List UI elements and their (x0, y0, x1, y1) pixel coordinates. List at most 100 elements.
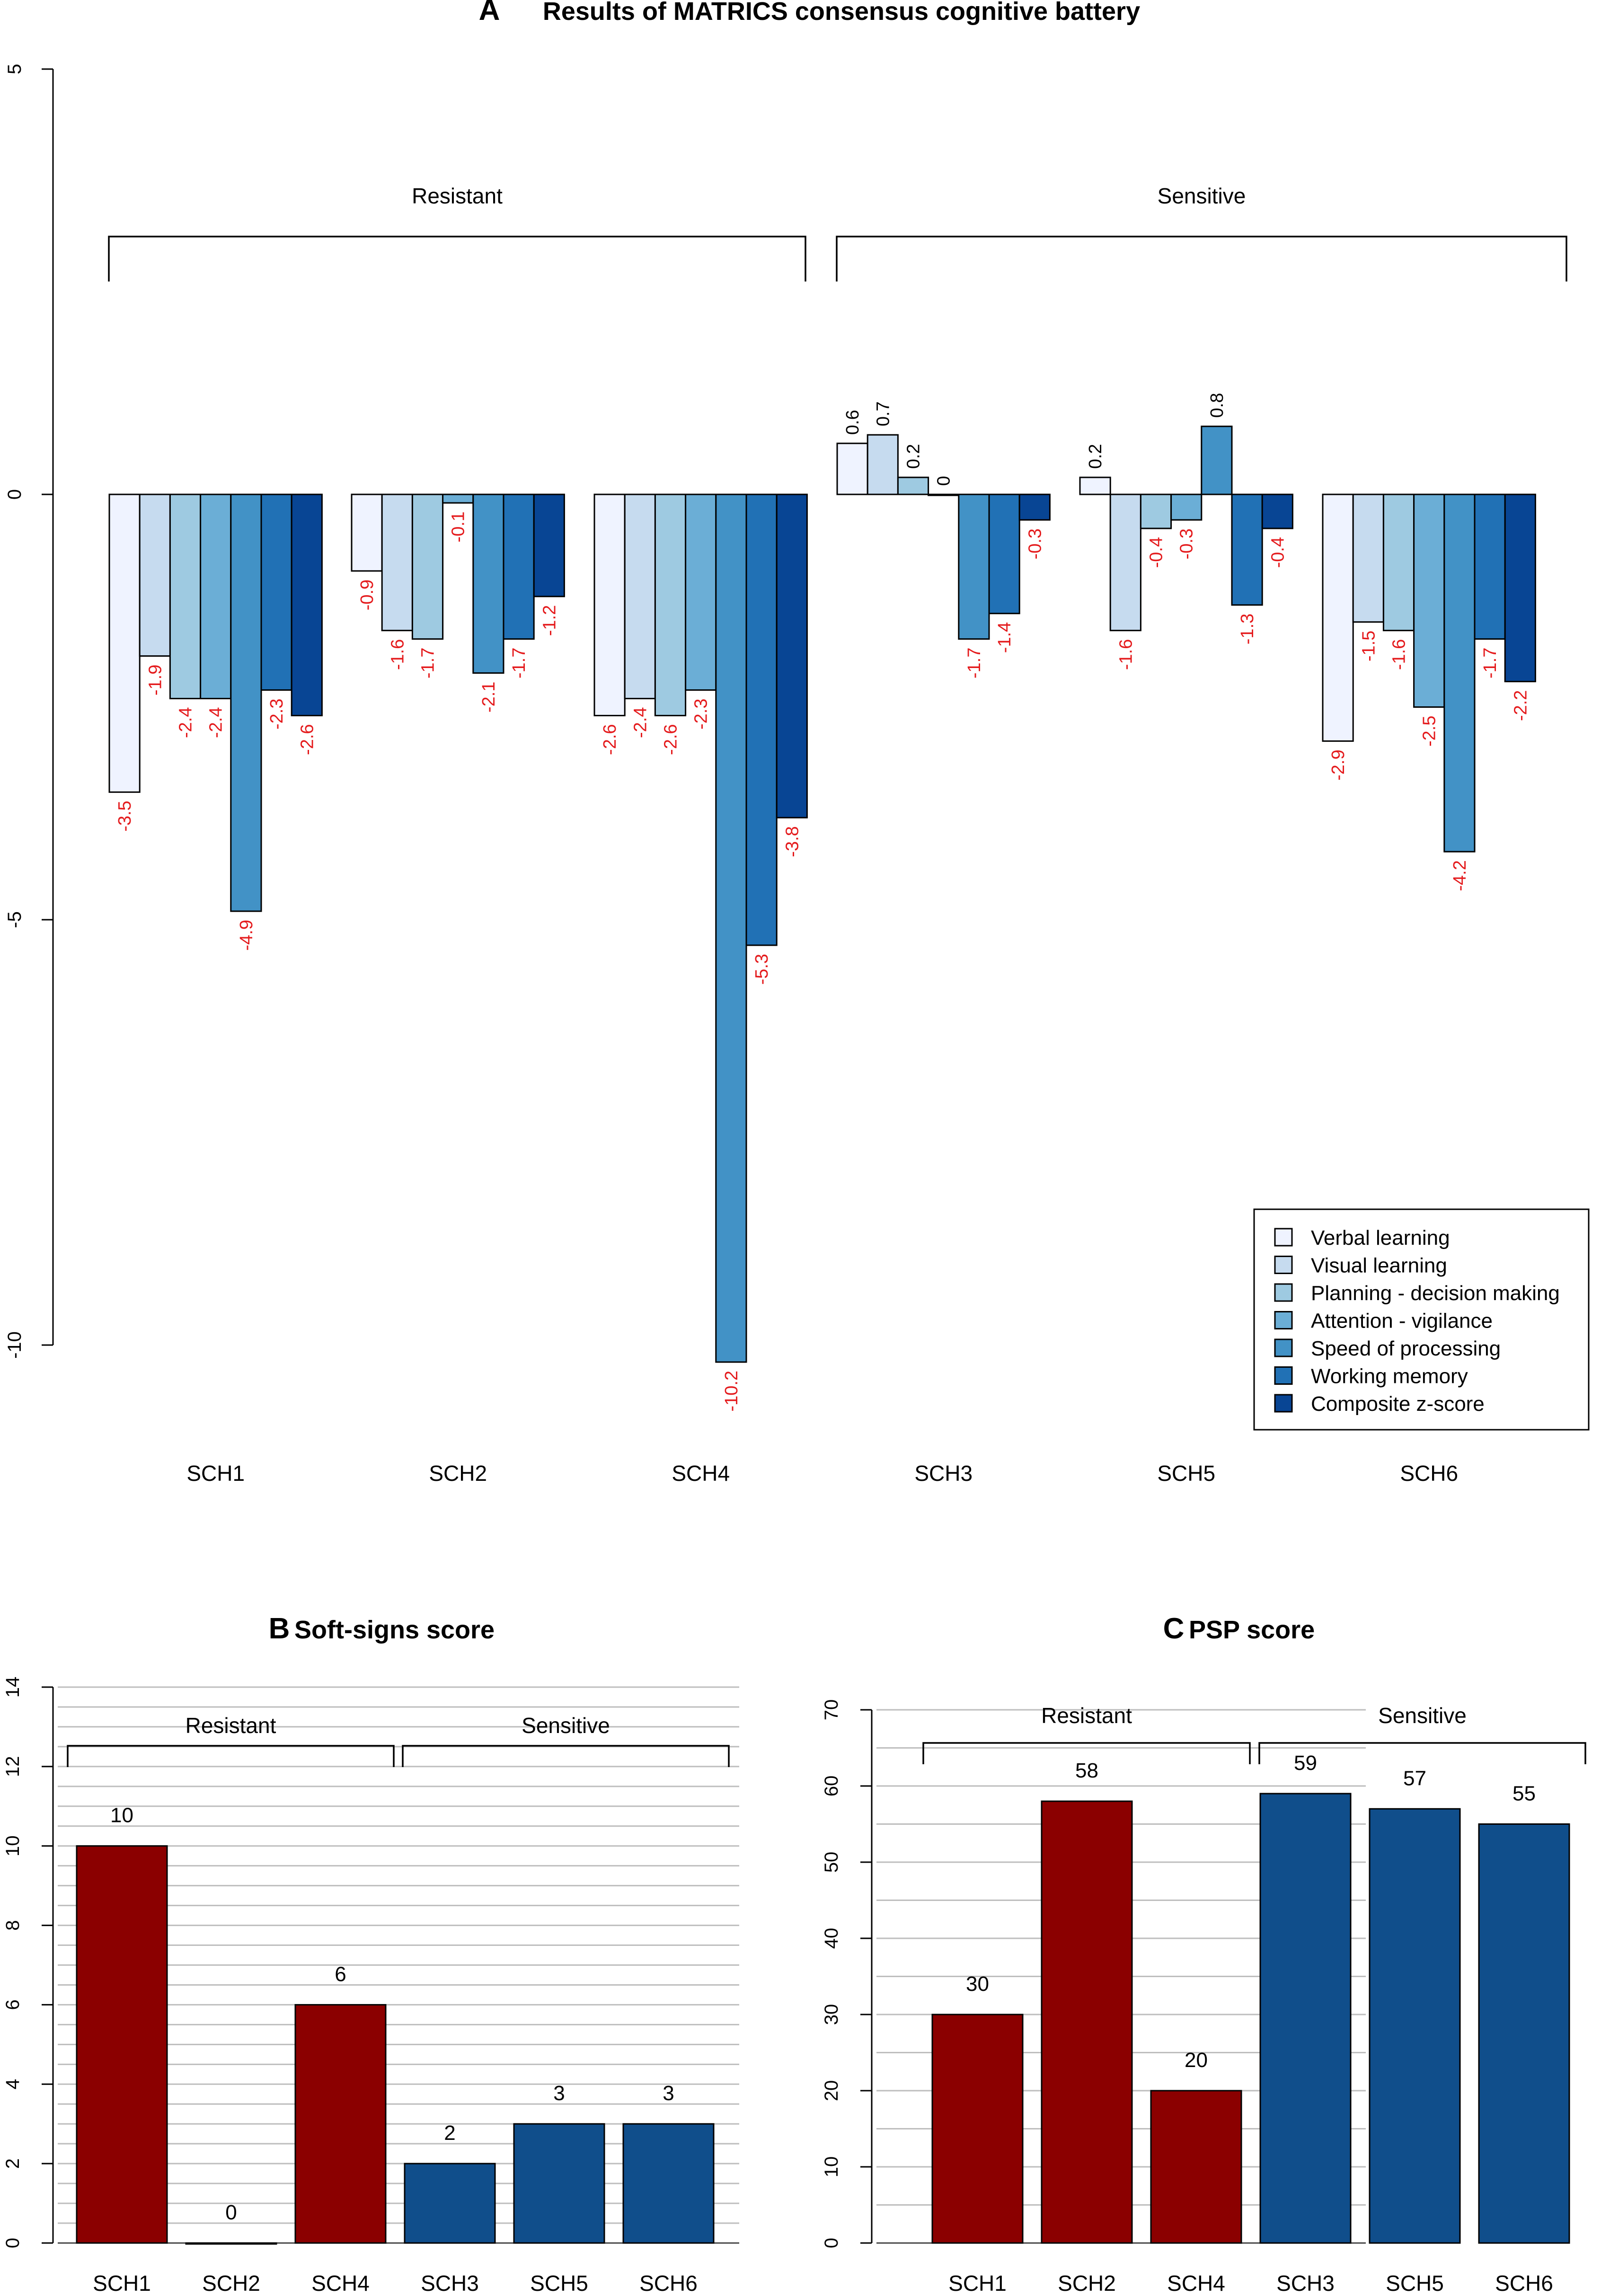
data-label: -2.4 (176, 707, 196, 738)
panel-b-title: Soft-signs score (294, 1616, 495, 1644)
category-label: SCH5 (1157, 1461, 1215, 1486)
bar (1261, 493, 1293, 529)
data-label: -2.6 (297, 724, 317, 755)
data-label: -2.3 (691, 699, 711, 730)
data-label: -1.2 (540, 605, 559, 636)
panel-c-psp-chart: C PSP score 0 10 20 30 40 50 60 70 Resistant Sensit… (821, 1612, 1586, 2296)
legend-swatch (1274, 1366, 1293, 1385)
panel-a-letter: A (479, 0, 500, 26)
y-tick-label: 14 (2, 1677, 23, 1698)
data-label: -2.9 (1328, 749, 1348, 780)
bar (1322, 493, 1354, 742)
y-tick-label: 4 (2, 2079, 23, 2089)
data-label: 0.7 (873, 401, 893, 426)
data-label: -1.7 (1480, 648, 1500, 678)
data-label: -2.1 (479, 682, 499, 713)
bar (1231, 493, 1263, 606)
data-label: -1.3 (1238, 614, 1257, 644)
bar (185, 2242, 277, 2245)
y-tick-label: -5 (4, 911, 25, 928)
bar (169, 493, 202, 700)
panel-b-soft-signs-chart: B Soft-signs score 0 2 4 6 8 10 12 14 Resistant Sen… (2, 1612, 739, 2296)
category-label: SCH2 (429, 1461, 487, 1486)
bar (76, 1845, 168, 2244)
group-bracket-resistant (67, 1745, 395, 1767)
bar (745, 493, 778, 946)
bar (294, 2004, 387, 2244)
panel-b-letter: B (269, 1612, 290, 1645)
data-label: 30 (966, 1972, 989, 1996)
category-label: SCH5 (1386, 2271, 1444, 2296)
bar (108, 493, 141, 793)
bar (1413, 493, 1445, 708)
y-tick-label: -10 (4, 1331, 25, 1359)
data-label: -0.9 (357, 580, 377, 610)
group-bracket-sensitive (402, 1745, 730, 1767)
data-label: 0.8 (1207, 393, 1227, 418)
bar (928, 493, 960, 496)
data-label: -1.9 (145, 665, 165, 695)
data-label: 0.2 (1086, 444, 1106, 469)
data-label: 20 (1185, 2049, 1208, 2072)
bar (622, 2123, 715, 2244)
bar (1140, 493, 1172, 529)
data-label: 3 (663, 2082, 674, 2105)
bar (200, 493, 232, 700)
category-label: SCH3 (914, 1461, 973, 1486)
bar (867, 434, 899, 495)
data-label: -1.6 (388, 639, 407, 670)
bar (533, 493, 565, 598)
legend-label: Composite z-score (1311, 1392, 1485, 1416)
category-label: SCH3 (1276, 2271, 1335, 2296)
data-label: -3.8 (782, 826, 802, 857)
data-label: -1.7 (964, 648, 984, 678)
group-label-sensitive: Sensitive (522, 1713, 610, 1738)
bar (1201, 425, 1233, 495)
data-label: 57 (1403, 1767, 1426, 1790)
data-label: -4.2 (1450, 860, 1470, 891)
bar (351, 493, 383, 572)
bar (1170, 493, 1203, 521)
category-label: SCH2 (202, 2271, 260, 2296)
group-bracket-resistant (108, 236, 806, 282)
y-tick-label: 5 (4, 64, 25, 74)
y-tick-label: 2 (2, 2158, 23, 2169)
legend-label: Speed of processing (1311, 1337, 1501, 1360)
bar (988, 493, 1020, 615)
bar (1352, 493, 1384, 623)
bar (1018, 493, 1051, 521)
bar (1382, 493, 1415, 632)
bar (230, 493, 262, 912)
data-label: -2.4 (206, 707, 226, 738)
y-tick-label: 0 (821, 2238, 842, 2248)
panel-c-letter: C (1163, 1612, 1185, 1645)
data-label: -0.4 (1268, 537, 1288, 568)
bar (1474, 493, 1506, 640)
data-label: -1.6 (1116, 639, 1136, 670)
y-tick-label: 10 (2, 1835, 23, 1856)
data-label: -1.7 (418, 648, 438, 678)
legend-swatch (1274, 1394, 1293, 1413)
y-tick-label: 60 (821, 1776, 842, 1797)
data-label: 0 (934, 476, 954, 486)
group-label-resistant: Resistant (186, 1713, 276, 1738)
data-label: -0.3 (1177, 528, 1197, 559)
legend-box (1253, 1208, 1590, 1431)
category-label: SCH5 (530, 2271, 588, 2296)
bar (260, 493, 292, 691)
group-bracket-sensitive (1258, 1742, 1586, 1764)
group-label-resistant: Resistant (412, 184, 503, 208)
data-label: -2.3 (267, 699, 287, 730)
data-label: 0.6 (843, 410, 863, 435)
bar (958, 493, 990, 640)
data-label: 0.2 (904, 444, 924, 469)
bar (654, 493, 687, 716)
category-label: SCH1 (93, 2271, 151, 2296)
bar (503, 493, 535, 640)
bar (1478, 1823, 1570, 2244)
category-label: SCH1 (948, 2271, 1007, 2296)
bar (411, 493, 444, 640)
legend-label: Working memory (1311, 1365, 1468, 1388)
bar (836, 442, 868, 495)
bar (1259, 1793, 1352, 2244)
